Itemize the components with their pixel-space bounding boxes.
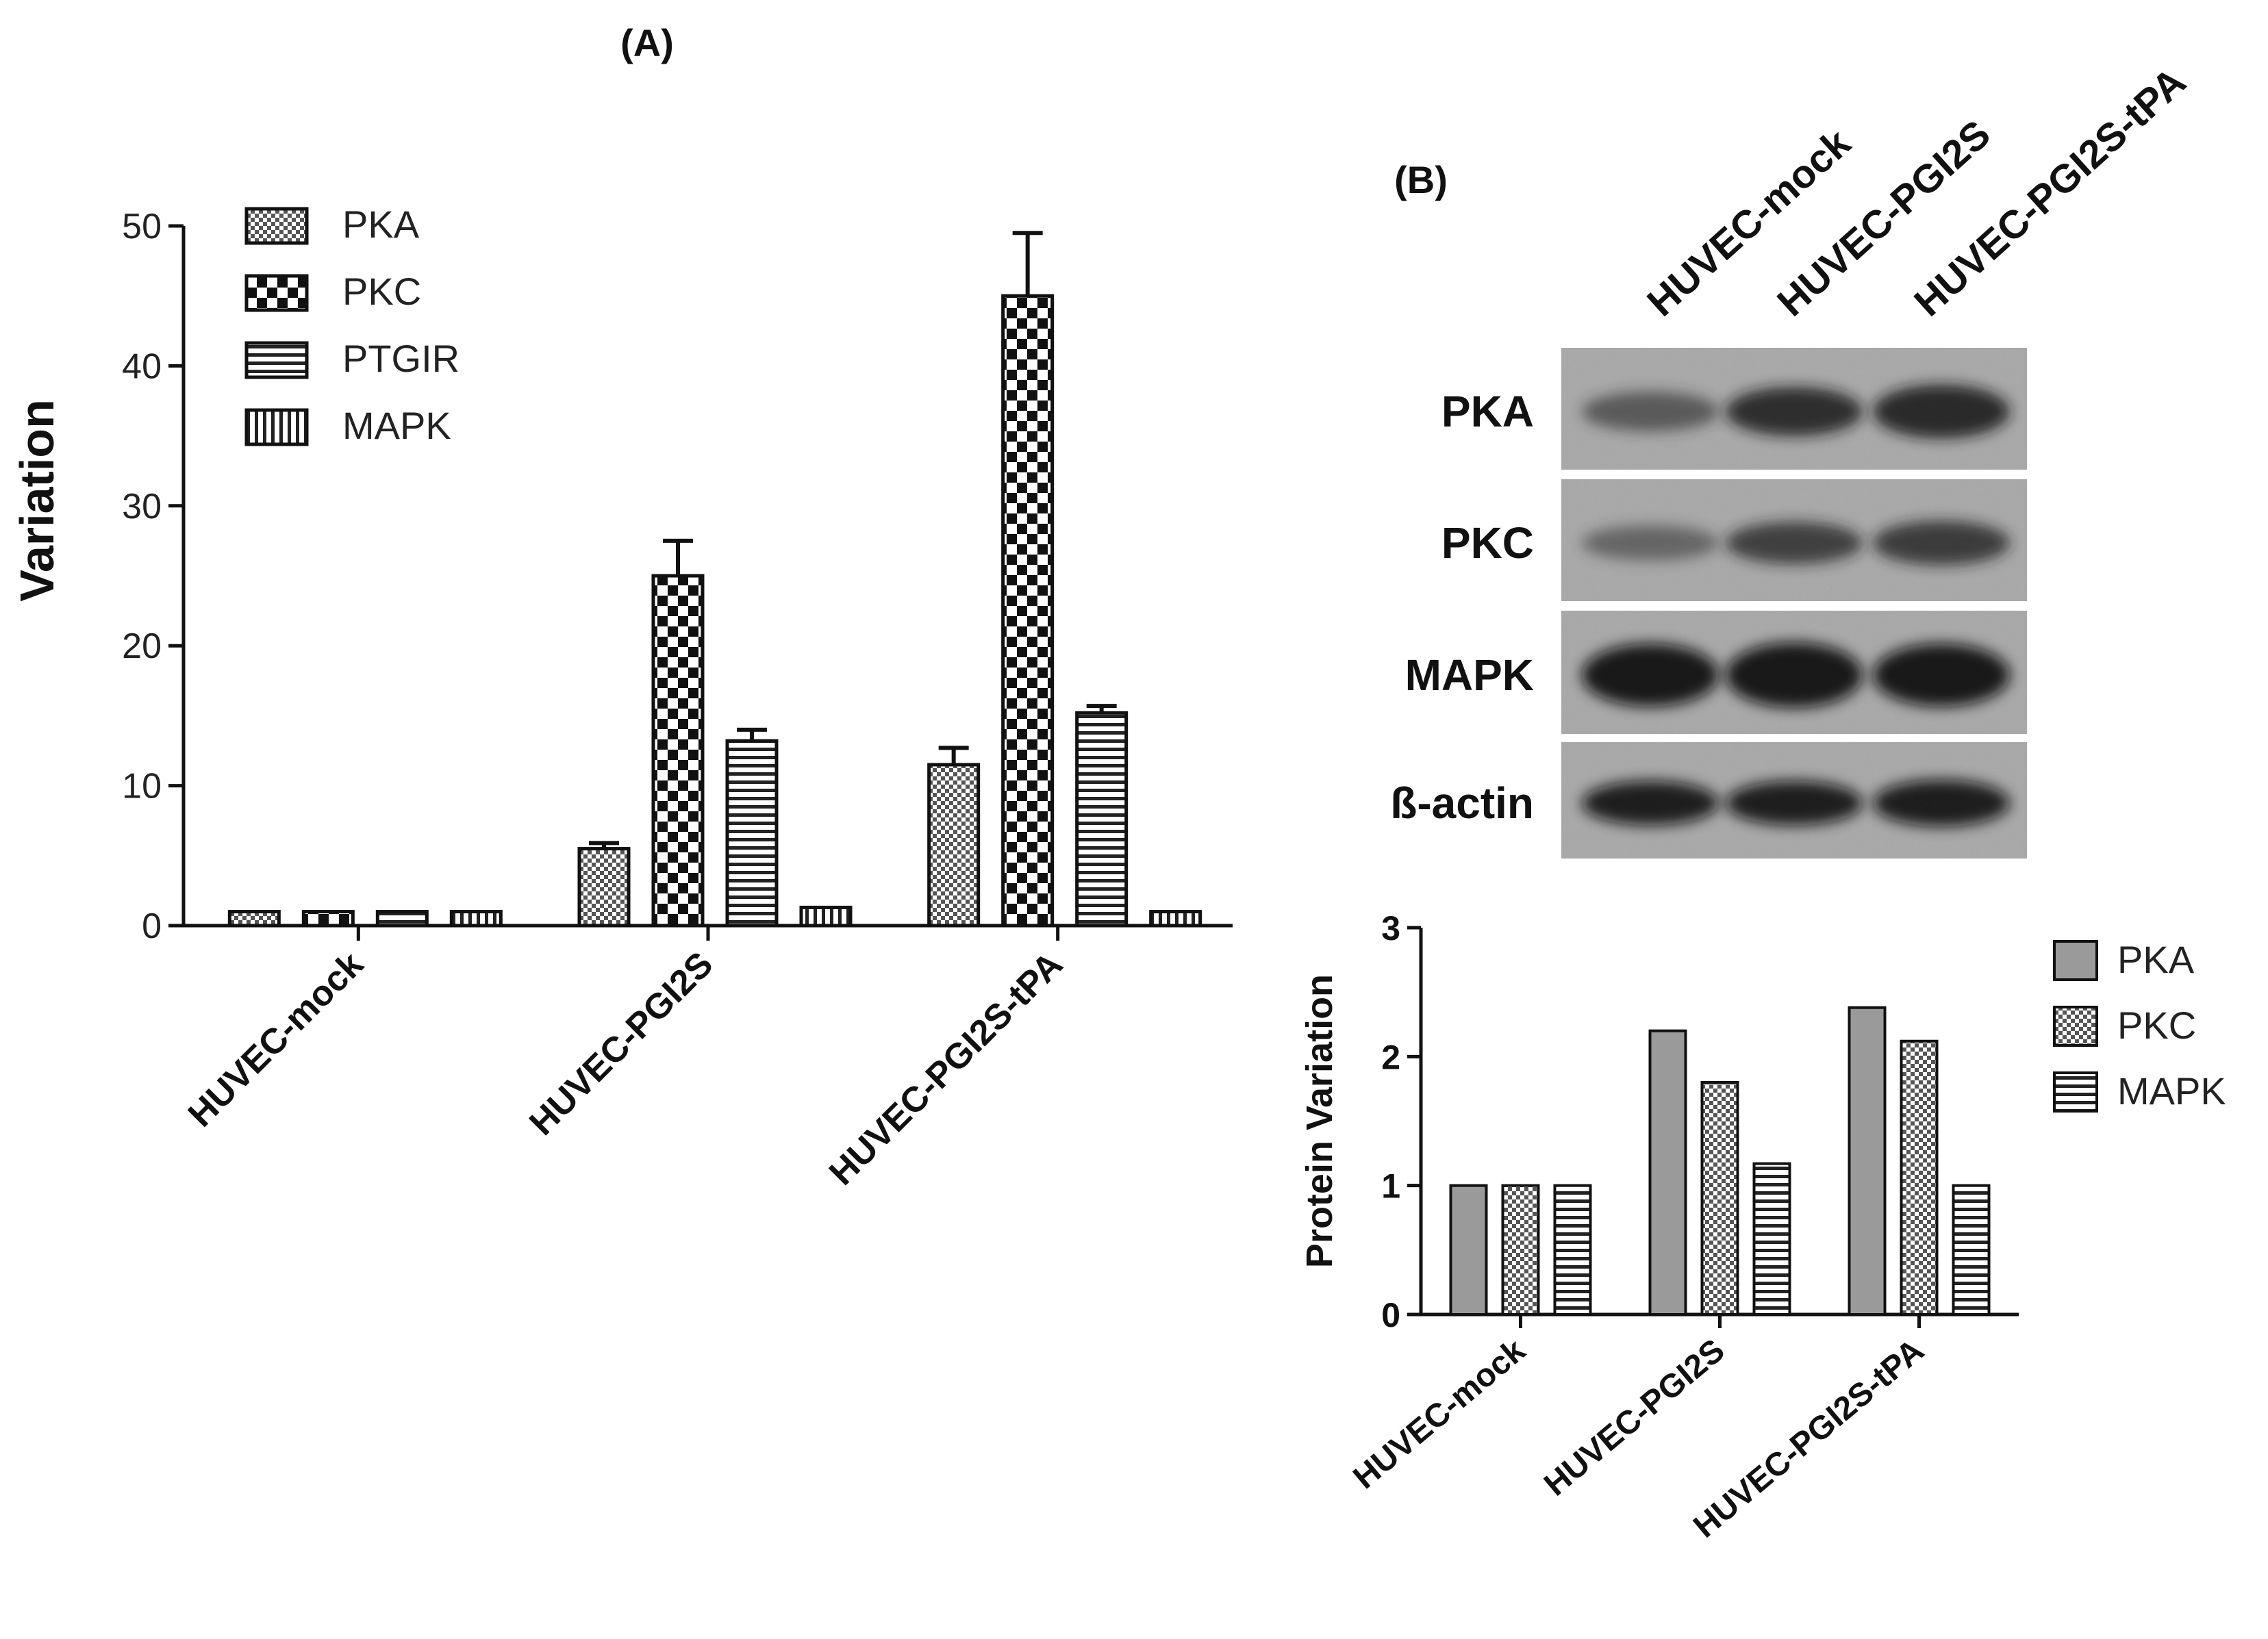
band-actin-huvec-pgi2s — [1726, 780, 1863, 826]
chart-b: 0 1 2 3 Protein Variation HUVEC-mock HUVEC-PGI… — [1299, 909, 2226, 1545]
bar-pkc-huvec-pgi2s-tpa — [1001, 294, 1055, 928]
band-pkc-huvec-pgi2s-tpa — [1873, 520, 2010, 566]
y-tick-label: 2 — [1381, 1038, 1400, 1076]
y-tick-label: 10 — [122, 767, 162, 806]
band-actin-huvec-mock — [1582, 780, 1719, 826]
bar-pkc-huvec-mock — [1501, 1184, 1540, 1316]
western-blot: HUVEC-mockHUVEC-PGI2SHUVEC-PGI2S-tPAPKAP… — [1390, 59, 2194, 859]
bar-pka-huvec-mock — [227, 910, 281, 928]
y-tick-label: 0 — [142, 906, 162, 946]
x-tick-label: HUVEC-mock — [1346, 1332, 1532, 1497]
bar-pkc-huvec-pgi2s — [651, 574, 705, 928]
legend-swatch-mapk — [2053, 1071, 2098, 1113]
legend-swatch-ptgir — [244, 341, 309, 379]
y-axis-label: Variation — [10, 399, 64, 602]
band-pka-huvec-pgi2s — [1726, 387, 1863, 436]
bar-ptgir-huvec-pgi2s-tpa — [1075, 711, 1129, 928]
bar-pkc-huvec-pgi2s — [1700, 1081, 1739, 1316]
legend-label-pkc: PKC — [342, 270, 421, 313]
bar-mapk-huvec-pgi2s-tpa — [1149, 910, 1202, 928]
y-tick-label: 3 — [1381, 909, 1400, 948]
legend-swatch-pkc — [244, 274, 309, 312]
bar-mapk-huvec-pgi2s-tpa — [1952, 1184, 1991, 1316]
band-mapk-huvec-pgi2s — [1726, 642, 1863, 708]
band-pka-huvec-pgi2s-tpa — [1873, 384, 2010, 439]
band-mapk-huvec-pgi2s-tpa — [1873, 644, 2010, 707]
blot-label-actin: ß-actin — [1390, 778, 1534, 828]
band-pkc-huvec-mock — [1582, 525, 1719, 561]
bar-pka-huvec-pgi2s-tpa — [927, 763, 981, 928]
bar-mapk-huvec-pgi2s — [799, 905, 853, 928]
x-tick-label: HUVEC-PGI2S — [1537, 1332, 1731, 1503]
bar-mapk-huvec-pgi2s — [1752, 1162, 1791, 1317]
y-tick-label: 30 — [122, 487, 162, 526]
panel-b-label: (B) — [1394, 158, 1448, 201]
bar-ptgir-huvec-mock — [375, 910, 429, 928]
blot-label-pka: PKA — [1441, 387, 1534, 436]
legend-label-pkc: PKC — [2117, 1004, 2196, 1047]
band-actin-huvec-pgi2s-tpa — [1873, 779, 2010, 827]
legend-label-pka: PKA — [2117, 938, 2195, 981]
bar-pka-huvec-pgi2s — [1648, 1029, 1687, 1316]
legend-swatch-pka — [2053, 940, 2098, 981]
y-tick-label: 1 — [1381, 1167, 1400, 1206]
x-tick-label: HUVEC-PGI2S — [522, 944, 720, 1143]
bar-mapk-huvec-mock — [449, 910, 503, 928]
y-tick-label: 20 — [122, 626, 162, 666]
band-mapk-huvec-mock — [1582, 644, 1719, 707]
y-axis-label: Protein Variation — [1299, 974, 1340, 1268]
chart-a: 0 10 20 30 40 50 Variation HUVEC-mock HUVEC-PGI2… — [10, 203, 1233, 1193]
legend-swatch-pka — [244, 207, 309, 245]
bar-mapk-huvec-mock — [1553, 1184, 1592, 1316]
x-tick-label: HUVEC-PGI2S-tPA — [822, 944, 1070, 1193]
bar-pka-huvec-pgi2s-tpa — [1848, 1006, 1887, 1317]
legend-swatch-mapk — [244, 408, 309, 446]
legend-label-ptgir: PTGIR — [342, 337, 459, 380]
band-pka-huvec-mock — [1582, 392, 1719, 431]
legend-label-pka: PKA — [342, 203, 420, 246]
panel-a-label: (A) — [620, 21, 674, 64]
y-tick-label: 50 — [122, 207, 162, 246]
bar-pkc-huvec-pgi2s-tpa — [1900, 1039, 1939, 1316]
legend-label-mapk: MAPK — [2117, 1069, 2226, 1113]
bar-pka-huvec-pgi2s — [577, 847, 631, 928]
legend-swatch-pkc — [2053, 1006, 2098, 1047]
x-tick-label: HUVEC-mock — [181, 944, 371, 1134]
bar-pkc-huvec-mock — [301, 910, 355, 928]
bar-pka-huvec-mock — [1449, 1184, 1488, 1316]
blot-label-mapk: MAPK — [1405, 650, 1534, 700]
legend-label-mapk: MAPK — [342, 404, 451, 447]
y-tick-label: 0 — [1381, 1296, 1400, 1334]
band-pkc-huvec-pgi2s — [1726, 522, 1863, 564]
bar-ptgir-huvec-pgi2s — [725, 739, 779, 928]
lane-label-huvec-pgi2s-tpa: HUVEC-PGI2S-tPA — [1906, 59, 2194, 325]
y-tick-label: 40 — [122, 346, 162, 386]
blot-label-pkc: PKC — [1441, 518, 1534, 568]
